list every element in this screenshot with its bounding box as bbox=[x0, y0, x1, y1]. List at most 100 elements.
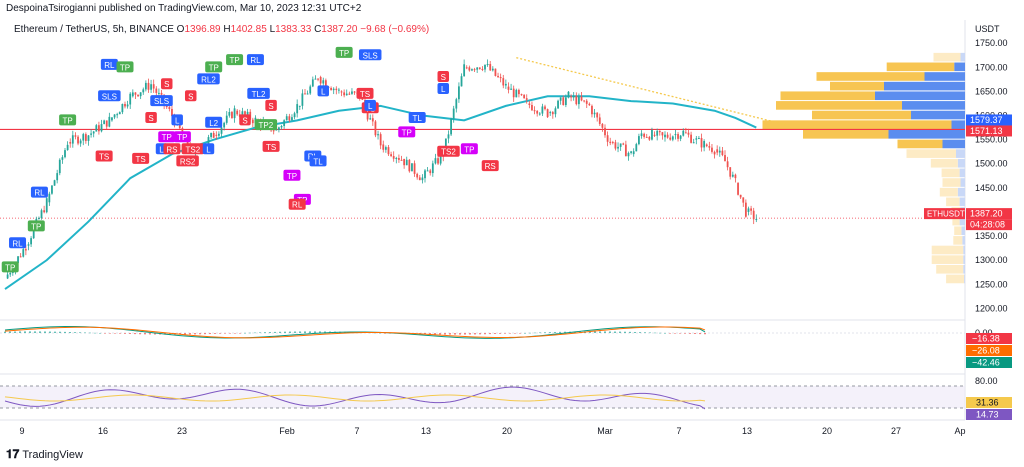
candle-body bbox=[630, 151, 632, 153]
price-label-text: 1387.20 bbox=[970, 209, 1003, 219]
candle-body bbox=[533, 110, 536, 112]
price-tick-label: 1550.00 bbox=[975, 135, 1008, 145]
candle-body bbox=[653, 134, 656, 136]
candle-body bbox=[562, 97, 565, 106]
candle-body bbox=[473, 69, 476, 71]
signal-text: L bbox=[441, 85, 446, 94]
candle-body bbox=[450, 118, 452, 135]
macd-histogram-bar bbox=[564, 331, 566, 333]
macd-histogram-bar bbox=[244, 332, 246, 334]
macd-histogram-bar bbox=[254, 332, 256, 334]
candle-body bbox=[233, 108, 236, 119]
candle-body bbox=[585, 100, 588, 104]
signal-label-s: RS bbox=[481, 160, 499, 172]
macd-histogram-bar bbox=[144, 333, 146, 335]
signal-text: RL bbox=[12, 239, 23, 248]
candle-body bbox=[353, 91, 356, 93]
candle-body bbox=[541, 106, 544, 114]
candle-body bbox=[22, 249, 25, 257]
macd-histogram-bar bbox=[69, 332, 71, 333]
rsi-value-badge bbox=[966, 409, 1012, 420]
volume-profile-down-bar bbox=[830, 81, 884, 91]
macd-histogram-bar bbox=[154, 333, 156, 335]
volume-profile-down-bar bbox=[776, 101, 902, 110]
candle-body bbox=[298, 105, 301, 107]
candle-body bbox=[108, 116, 111, 127]
candle-body bbox=[171, 108, 173, 117]
macd-histogram-bar bbox=[449, 333, 451, 335]
volume-profile-up-bar bbox=[911, 110, 965, 120]
signal-badge bbox=[358, 49, 382, 61]
macd-histogram-bar bbox=[124, 333, 126, 334]
macd-histogram-bar bbox=[559, 331, 561, 333]
candle-body bbox=[215, 134, 218, 136]
time-tick-label: 7 bbox=[676, 426, 681, 436]
rsi-value-badge bbox=[966, 397, 1012, 408]
signal-text: TP bbox=[177, 133, 187, 142]
signal-label-tp: TP bbox=[226, 54, 244, 66]
candle-body bbox=[371, 118, 374, 122]
signal-badge bbox=[202, 143, 215, 155]
candle-body bbox=[546, 109, 549, 118]
signal-label-rl: RL bbox=[246, 54, 264, 66]
rsi-value-text: 31.36 bbox=[976, 398, 999, 408]
candle-body bbox=[518, 89, 520, 95]
candle-body bbox=[564, 97, 567, 106]
candle-body bbox=[348, 93, 351, 95]
candle-body bbox=[288, 116, 291, 121]
candle-body bbox=[583, 100, 586, 102]
macd-histogram-bar bbox=[104, 333, 106, 334]
signal-text: S bbox=[188, 92, 193, 101]
candle-body bbox=[531, 104, 533, 111]
candle-body bbox=[416, 173, 419, 178]
candle-body bbox=[152, 84, 155, 89]
signal-label-s: S bbox=[239, 114, 251, 126]
candle-body bbox=[695, 138, 698, 140]
macd-histogram-bar bbox=[649, 332, 651, 334]
signal-text: TP bbox=[5, 263, 15, 272]
candle-body bbox=[507, 86, 510, 90]
signal-text: TP bbox=[229, 56, 239, 65]
candle-body bbox=[121, 103, 124, 113]
macd-histogram-bar bbox=[224, 333, 226, 334]
macd-histogram-bar bbox=[664, 332, 666, 334]
candle-body bbox=[366, 108, 369, 120]
candle-body bbox=[716, 149, 719, 153]
signal-label-tpm: TP bbox=[158, 131, 176, 143]
candle-body bbox=[437, 158, 439, 164]
signal-badge bbox=[100, 58, 118, 70]
macd-histogram-bar bbox=[534, 332, 536, 334]
macd-histogram-bar bbox=[109, 333, 111, 334]
macd-histogram-bar bbox=[114, 333, 116, 334]
price-tick-label: 1700.00 bbox=[975, 62, 1008, 72]
signal-badge bbox=[205, 61, 223, 73]
candle-body bbox=[369, 118, 372, 120]
macd-histogram-bar bbox=[4, 331, 6, 333]
price-tick-label: 1350.00 bbox=[975, 231, 1008, 241]
signal-badge bbox=[59, 114, 77, 126]
volume-profile-down-bar bbox=[803, 130, 889, 139]
candle-body bbox=[48, 193, 51, 203]
macd-histogram-bar bbox=[299, 331, 301, 333]
candle-body bbox=[228, 112, 231, 116]
signal-badge bbox=[184, 90, 197, 102]
macd-histogram-bar bbox=[14, 331, 16, 333]
macd-histogram-bar bbox=[314, 331, 316, 333]
signal-badge bbox=[158, 131, 176, 143]
candle-body bbox=[557, 100, 559, 109]
volume-profile-down-bar bbox=[946, 197, 960, 207]
candle-body bbox=[124, 103, 126, 107]
macd-histogram-bar bbox=[134, 333, 136, 335]
ohlc-close: 1387.20 bbox=[321, 24, 358, 35]
signal-label-tpm: TP bbox=[283, 169, 301, 181]
volume-profile-down-bar bbox=[954, 226, 962, 236]
candle-body bbox=[301, 93, 304, 106]
signal-badge bbox=[205, 116, 223, 128]
signal-label-rl: RL bbox=[100, 58, 118, 70]
time-tick-label: Feb bbox=[279, 426, 295, 436]
signal-label-s: TS bbox=[262, 140, 280, 152]
candle-body bbox=[684, 132, 687, 134]
signal-badge bbox=[398, 126, 416, 138]
signal-label-tp: TP bbox=[1, 261, 19, 273]
macd-histogram-bar bbox=[274, 331, 276, 333]
